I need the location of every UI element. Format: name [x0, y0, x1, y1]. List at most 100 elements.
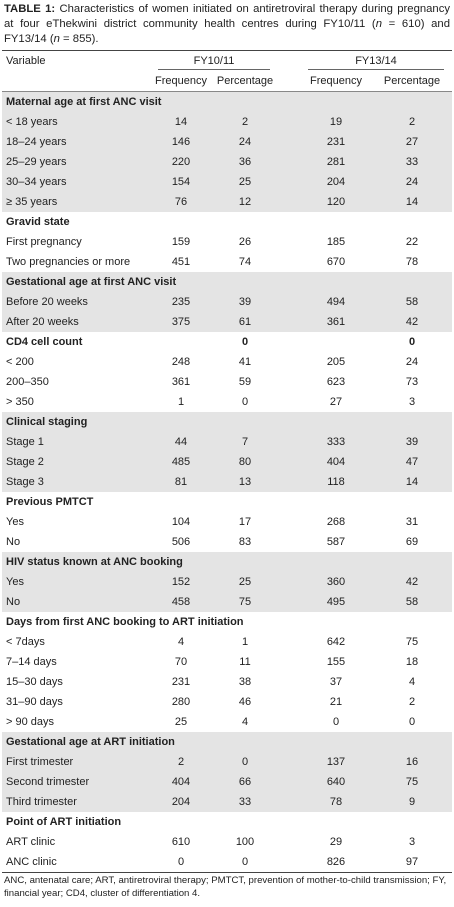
cell: 360: [300, 572, 372, 592]
row-label: < 18 years: [2, 112, 150, 132]
header-cell: Frequency: [300, 71, 372, 92]
spacer: [278, 272, 300, 292]
spacer: [278, 172, 300, 192]
spacer: [278, 132, 300, 152]
row-label: ≥ 35 years: [2, 192, 150, 212]
cell: 24: [405, 356, 419, 368]
cell: 205: [326, 356, 346, 368]
caption-n: n: [375, 18, 382, 30]
row-label: < 7days: [6, 636, 45, 648]
spacer: [278, 252, 300, 272]
cell: 1: [241, 636, 249, 648]
row-label: 18–24 years: [2, 132, 150, 152]
cell: 0: [150, 852, 212, 873]
header-row: Frequency Percentage Frequency Percentage: [2, 71, 452, 92]
cell: [372, 412, 452, 432]
cell: 280: [171, 696, 191, 708]
cell: 25: [174, 716, 188, 728]
cell: 104: [171, 516, 191, 528]
cell: 231: [300, 132, 372, 152]
section-row: Maternal age at first ANC visit: [2, 91, 452, 112]
group-header: FY13/14: [300, 50, 452, 71]
data-row: Second trimester 404 66 640 75: [2, 772, 452, 792]
row-label: < 200: [6, 356, 34, 368]
caption: TABLE 1: Characteristics of women initia…: [4, 2, 450, 47]
cell: 24: [372, 172, 452, 192]
cell: 404: [150, 772, 212, 792]
cell: 0: [408, 716, 416, 728]
spacer: [278, 812, 300, 832]
cell: 204: [300, 172, 372, 192]
cell: 231: [171, 676, 191, 688]
cell: 14: [372, 472, 452, 492]
cell: 78: [300, 792, 372, 812]
row-label: Stage 1: [2, 432, 150, 452]
cell: [300, 332, 372, 352]
cell: 18: [405, 656, 419, 668]
row-label: 200–350: [6, 376, 49, 388]
data-row: 30–34 years 154 25 204 24: [2, 172, 452, 192]
row-label: 30–34 years: [2, 172, 150, 192]
section-title: Previous PMTCT: [6, 496, 94, 508]
cell: 27: [372, 132, 452, 152]
cell: 19: [300, 112, 372, 132]
spacer: [278, 712, 300, 732]
cell: [212, 492, 278, 512]
section-row: Gestational age at first ANC visit: [2, 272, 452, 292]
cell: 73: [405, 376, 419, 388]
cell: 75: [212, 592, 278, 612]
spacer: [278, 412, 300, 432]
cell: 61: [212, 312, 278, 332]
cell: 97: [372, 852, 452, 873]
cell: [300, 91, 372, 112]
data-row: Stage 3 81 13 118 14: [2, 472, 452, 492]
cell: 159: [171, 236, 191, 248]
spacer: [278, 392, 300, 412]
cell: 248: [171, 356, 191, 368]
row-label: No: [2, 592, 150, 612]
section-row: Days from first ANC booking to ART initi…: [2, 612, 452, 632]
cell: [300, 812, 372, 832]
spacer: [278, 692, 300, 712]
cell: 3: [408, 396, 416, 408]
cell: 39: [212, 292, 278, 312]
header-cell: Percentage: [212, 71, 278, 92]
row-label: First trimester: [2, 752, 150, 772]
cell: [212, 552, 278, 572]
cell: 74: [238, 256, 252, 268]
cell: [150, 412, 212, 432]
caption-label: TABLE 1:: [4, 3, 56, 15]
cell: [150, 552, 212, 572]
spacer: [278, 632, 300, 652]
cell: 361: [300, 312, 372, 332]
cell: 610: [171, 836, 191, 848]
row-label: Second trimester: [2, 772, 150, 792]
cell: 642: [326, 636, 346, 648]
cell: 458: [150, 592, 212, 612]
row-label: Yes: [2, 572, 150, 592]
cell: [212, 212, 278, 232]
cell: 451: [171, 256, 191, 268]
cell: 375: [150, 312, 212, 332]
cell: 36: [212, 152, 278, 172]
data-row: First pregnancy 159 26 185 22: [2, 232, 452, 252]
header-cell: Percentage: [372, 71, 452, 92]
cell: 204: [150, 792, 212, 812]
cell: [300, 212, 372, 232]
cell: 25: [212, 172, 278, 192]
spacer: [278, 192, 300, 212]
section-title: Clinical staging: [2, 412, 150, 432]
data-row: Yes 152 25 360 42: [2, 572, 452, 592]
cell: 58: [372, 592, 452, 612]
cell: [212, 91, 278, 112]
cell: 826: [300, 852, 372, 873]
spacer: [278, 332, 300, 352]
cell: [372, 812, 452, 832]
spacer: [278, 612, 300, 632]
row-label: Before 20 weeks: [2, 292, 150, 312]
cell: 11: [239, 656, 251, 668]
spacer: [278, 152, 300, 172]
cell: 235: [150, 292, 212, 312]
cell: 485: [150, 452, 212, 472]
cell: 29: [329, 836, 343, 848]
